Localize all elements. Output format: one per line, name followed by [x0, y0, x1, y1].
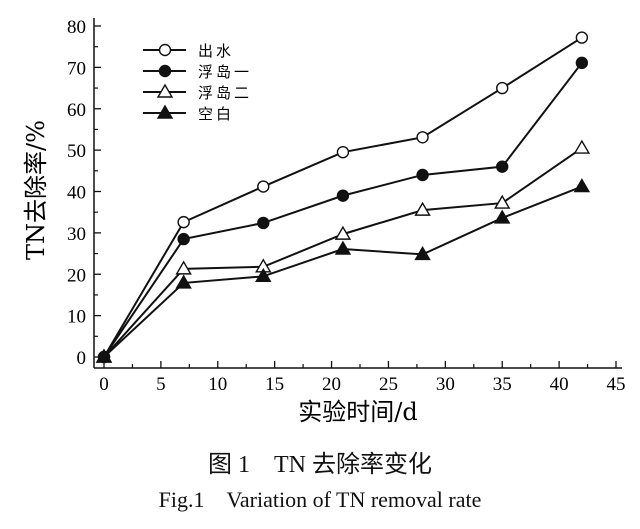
- data-point: [494, 194, 511, 209]
- data-point: [573, 139, 591, 154]
- data-point: [496, 81, 509, 95]
- data-point: [414, 201, 431, 216]
- data-point: [175, 260, 192, 275]
- y-tick-label: 80: [67, 17, 86, 38]
- data-point: [257, 180, 270, 193]
- legend-marker: [158, 43, 172, 57]
- data-point: [336, 145, 350, 159]
- x-tick-label: 10: [208, 374, 227, 395]
- series-line-4: [103, 185, 583, 358]
- x-tick-label: 15: [265, 374, 284, 395]
- x-axis-label: 实验时间/d: [298, 398, 417, 426]
- legend-marker: [158, 64, 172, 78]
- data-point: [336, 189, 350, 202]
- caption-en: Fig.1 Variation of TN removal rate: [158, 487, 482, 512]
- data-point: [573, 178, 591, 193]
- data-point: [575, 31, 589, 44]
- x-tick-label: 5: [156, 374, 166, 395]
- x-tick-label: 35: [493, 374, 512, 395]
- series-line-2: [103, 62, 583, 358]
- legend-marker: [156, 83, 174, 98]
- data-point: [95, 348, 113, 363]
- x-tick-label: 25: [379, 374, 398, 395]
- data-point: [177, 232, 190, 246]
- caption-cn: 图 1 TN 去除率变化: [208, 452, 432, 478]
- data-point: [175, 274, 192, 289]
- data-point: [255, 267, 272, 283]
- y-tick-label: 50: [67, 141, 86, 162]
- y-axis-label: TN去除率/%: [22, 120, 50, 260]
- data-point: [177, 215, 190, 229]
- data-point: [416, 168, 429, 182]
- y-tick-label: 70: [67, 58, 86, 79]
- y-tick-label: 30: [67, 224, 86, 245]
- y-tick-label: 0: [77, 348, 87, 369]
- data-point: [496, 160, 509, 173]
- x-tick-label: 20: [322, 374, 341, 395]
- data-point: [494, 209, 511, 224]
- legend-label: 浮岛一: [198, 63, 252, 81]
- data-point: [416, 131, 429, 144]
- y-tick-label: 40: [67, 183, 86, 204]
- data-point: [257, 216, 270, 230]
- x-tick-label: 0: [99, 374, 109, 395]
- y-tick-label: 60: [67, 100, 86, 121]
- data-point: [575, 56, 589, 70]
- data-point: [334, 225, 352, 240]
- x-tick-label: 40: [550, 374, 569, 395]
- legend-label: 空白: [198, 105, 234, 123]
- line-chart: 0 5 10 15 20 25 30 35 40 45 0 10 20 30 40 50 60 70 80 实验时间/…: [22, 17, 626, 426]
- y-tick-label: 20: [67, 265, 86, 286]
- x-tick-label: 30: [436, 374, 455, 395]
- data-point: [334, 240, 352, 255]
- data-point: [414, 246, 431, 261]
- legend-label: 浮岛二: [198, 84, 252, 102]
- y-tick-label: 10: [67, 307, 86, 328]
- legend-label: 出水: [198, 42, 234, 60]
- x-tick-label: 45: [607, 374, 626, 395]
- legend-marker: [156, 104, 174, 119]
